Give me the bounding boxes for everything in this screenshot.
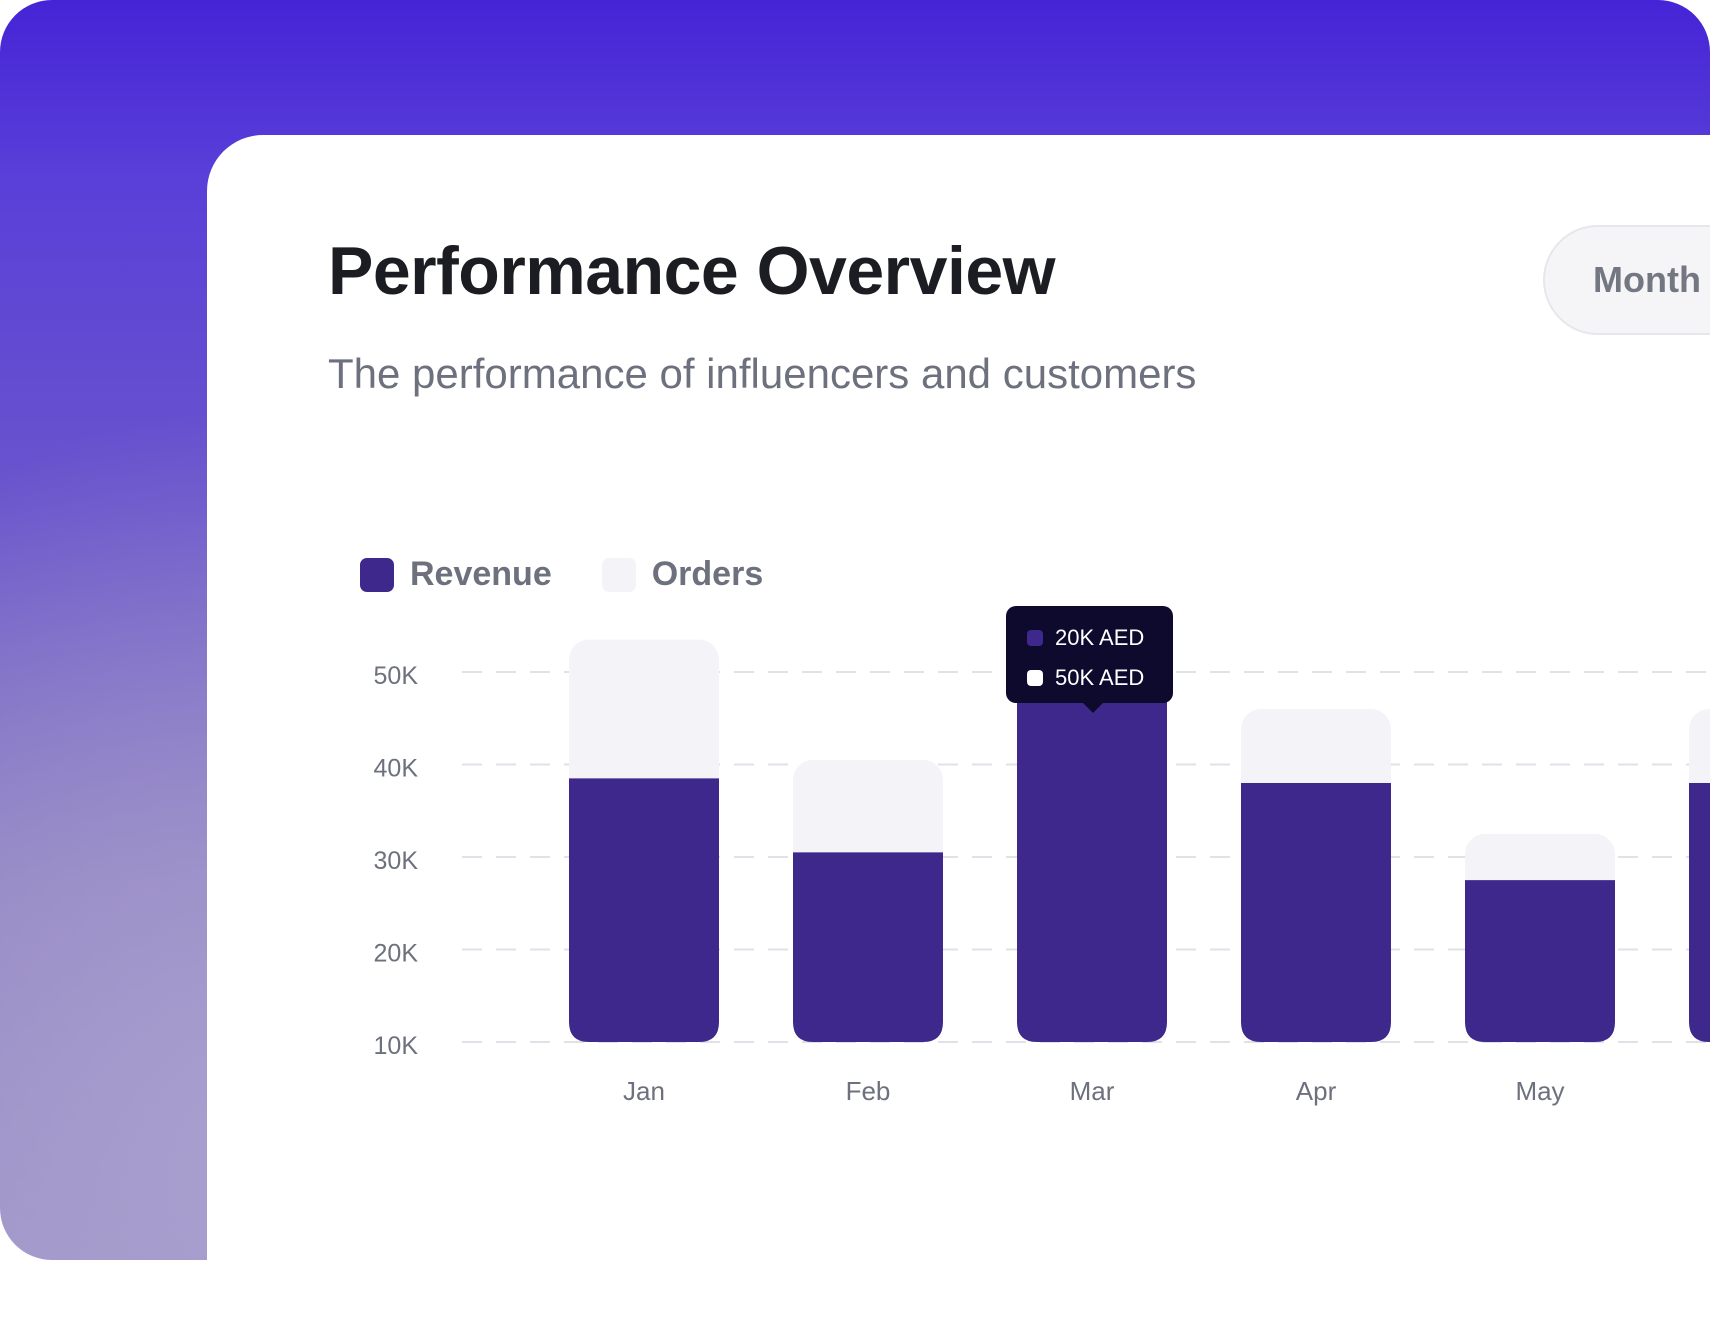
legend-item-orders[interactable]: Orders <box>601 555 764 594</box>
revenue-swatch <box>360 557 394 592</box>
bar-revenue[interactable] <box>569 778 719 1042</box>
bar-tooltip: 20K AED 50K AED <box>1006 606 1173 713</box>
y-tick-label: 50K <box>374 662 419 690</box>
legend-item-revenue[interactable]: Revenue <box>360 555 552 594</box>
bar-revenue[interactable] <box>1017 662 1167 1042</box>
bar-revenue[interactable] <box>1241 783 1391 1042</box>
orders-swatch <box>601 557 636 592</box>
bar-group[interactable] <box>1689 709 1710 1042</box>
y-tick-label: 40K <box>374 755 419 783</box>
tooltip-revenue-dot <box>1027 630 1043 646</box>
chart-legend: Revenue Orders <box>360 555 813 594</box>
x-tick-label: Apr <box>1296 1076 1337 1106</box>
bar-group[interactable] <box>1241 709 1391 1042</box>
tooltip-row-orders: 50K AED <box>1027 658 1173 698</box>
y-tick-label: 30K <box>374 847 419 875</box>
x-tick-label: Feb <box>846 1076 891 1106</box>
bar-group[interactable] <box>1465 833 1615 1042</box>
y-tick-label: 10K <box>374 1032 419 1060</box>
bar-group[interactable] <box>569 639 719 1042</box>
bar-group[interactable] <box>1017 616 1167 1043</box>
tooltip-orders-dot <box>1027 670 1043 686</box>
bar-group[interactable] <box>793 759 943 1042</box>
bar-chart: 10K 20K 30K 40K 50K Jan Feb Mar Apr May <box>374 616 1710 1106</box>
tooltip-revenue-value: 20K AED <box>1055 625 1145 650</box>
tooltip-orders-value: 50K AED <box>1055 665 1145 690</box>
x-tick-label: May <box>1515 1076 1564 1106</box>
page-subtitle: The performance of influencers and custo… <box>328 350 1197 397</box>
x-tick-label: Mar <box>1070 1076 1115 1106</box>
bar-revenue[interactable] <box>1689 783 1710 1042</box>
legend-label-orders: Orders <box>651 555 764 593</box>
bar-revenue[interactable] <box>1465 880 1615 1042</box>
tooltip-row-revenue: 20K AED <box>1027 618 1173 658</box>
performance-card <box>207 135 1710 1335</box>
x-tick-label: Jan <box>623 1076 665 1106</box>
legend-label-revenue: Revenue <box>410 555 552 593</box>
bar-revenue[interactable] <box>793 852 943 1042</box>
period-selector-button[interactable]: Month <box>1543 225 1710 335</box>
page-title: Performance Overview <box>328 233 1056 309</box>
y-tick-label: 20K <box>374 940 419 968</box>
